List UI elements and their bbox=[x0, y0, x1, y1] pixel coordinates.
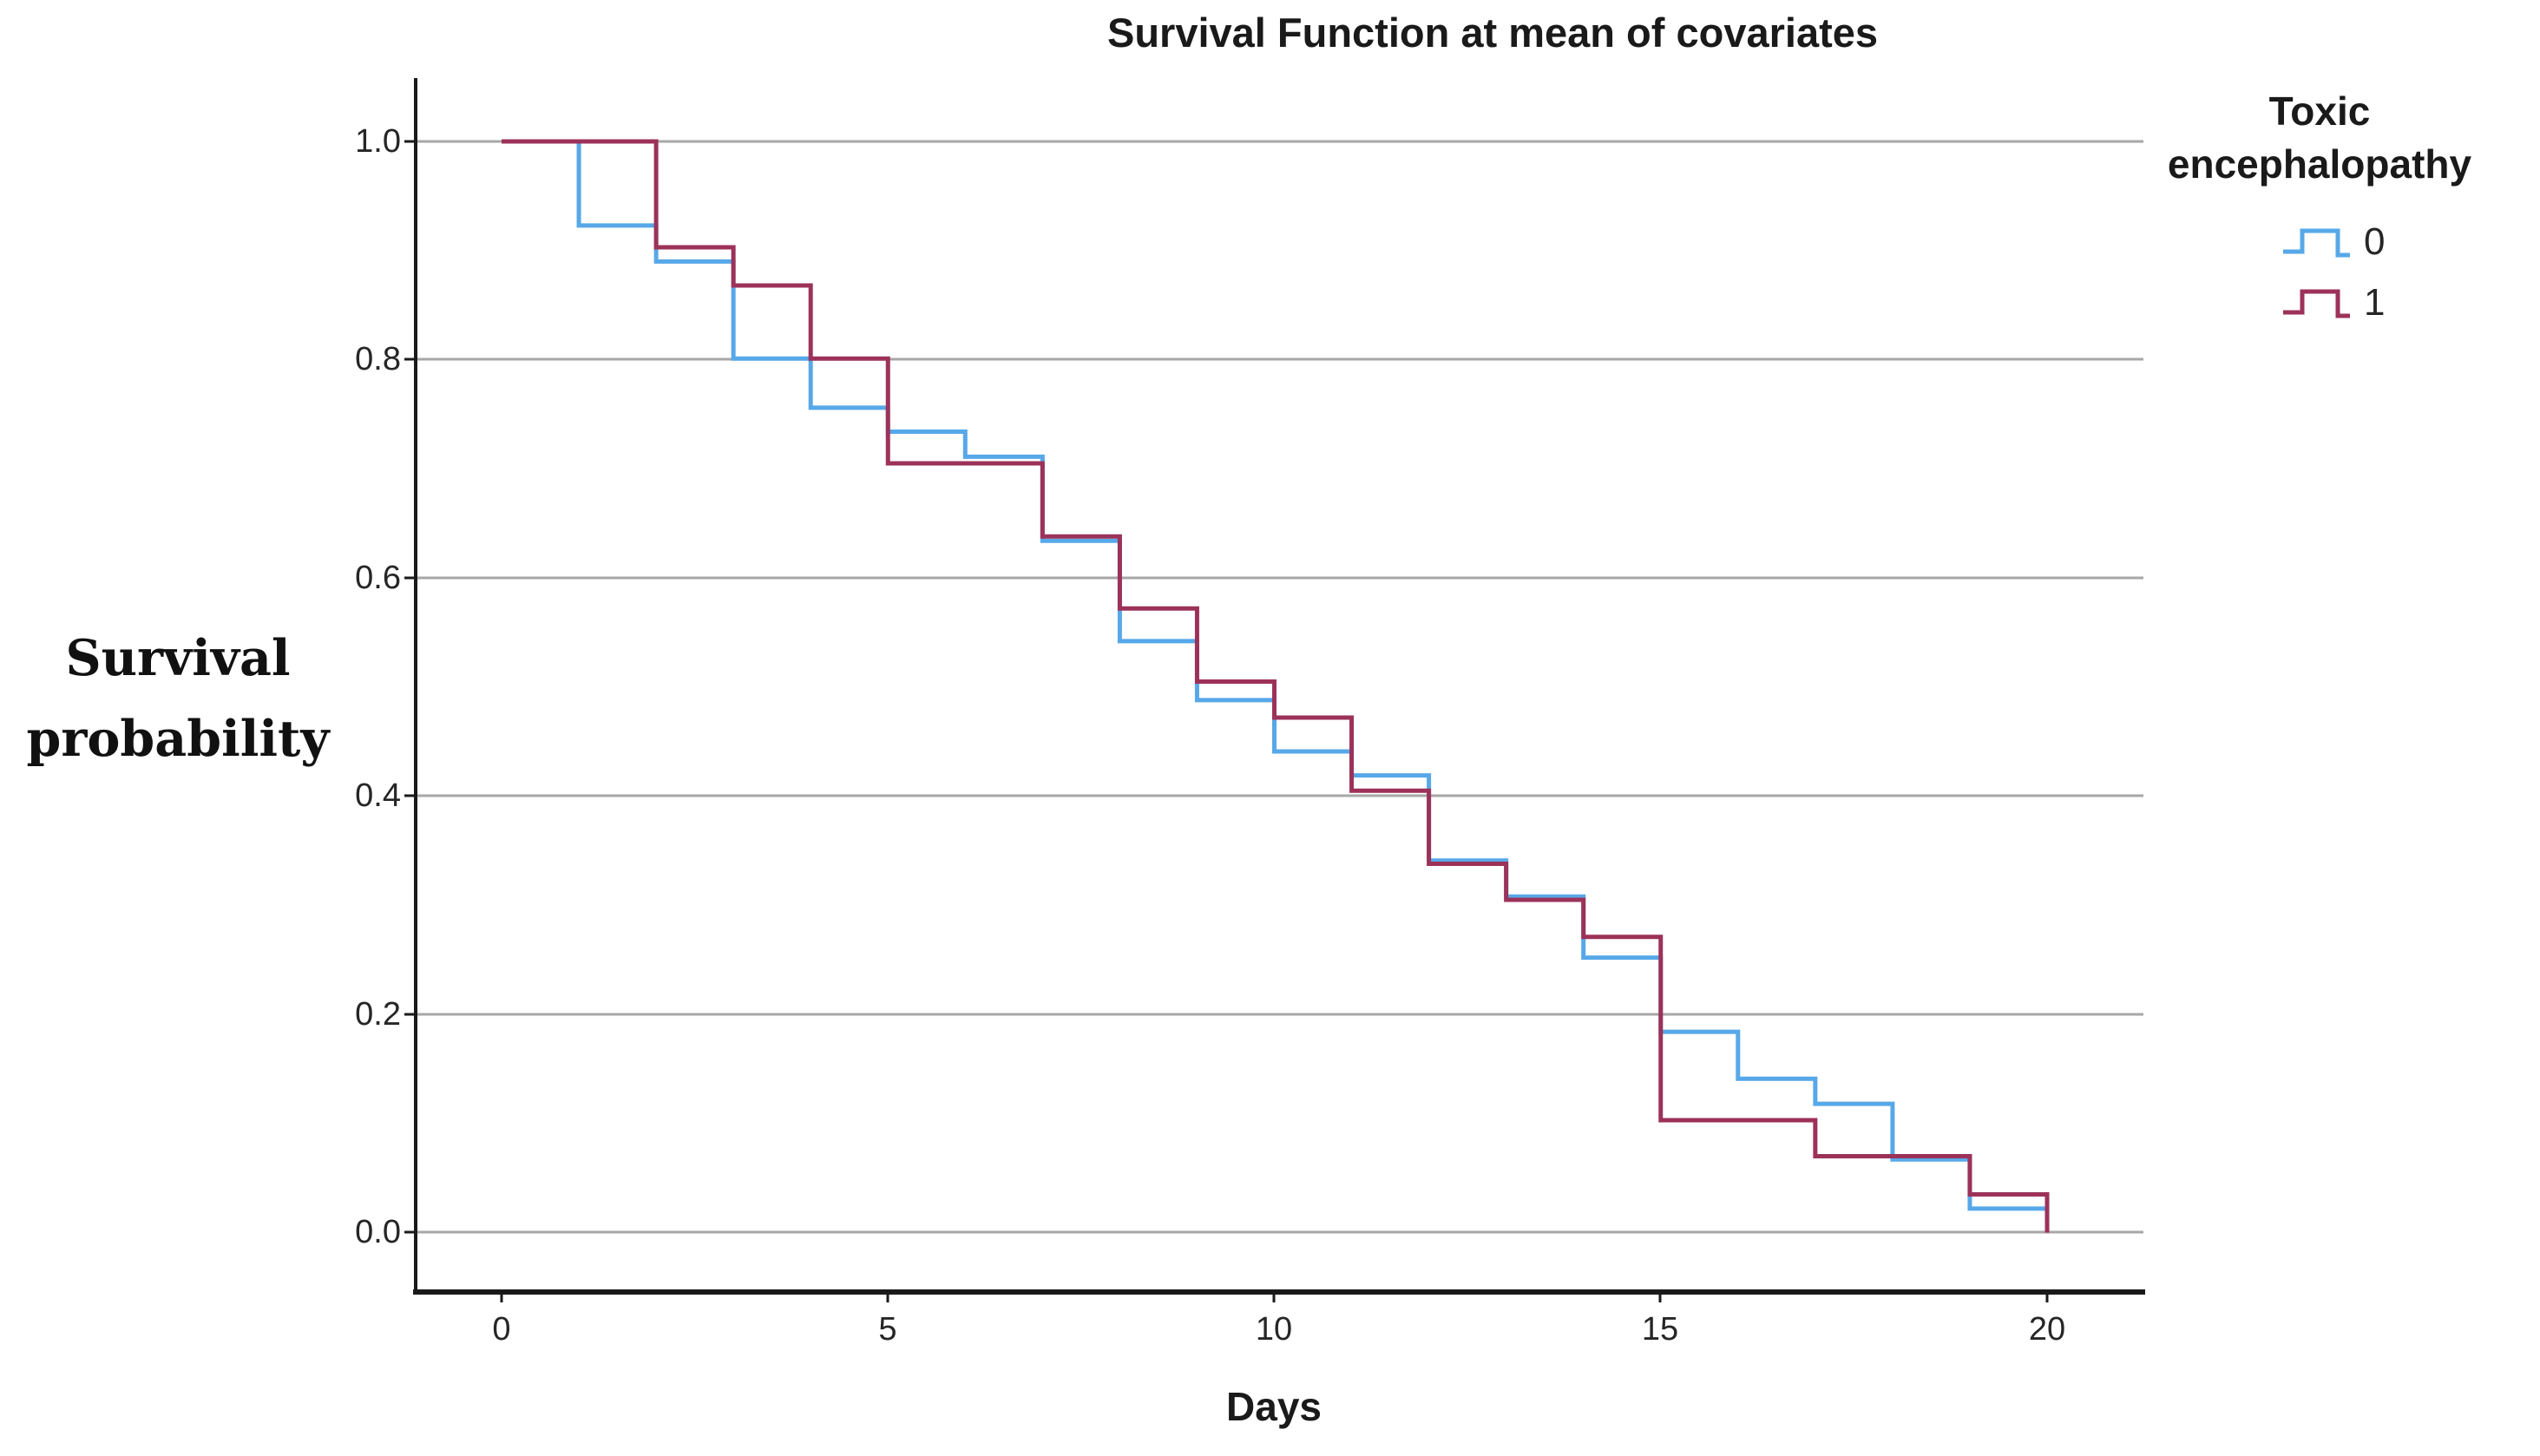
y-tick-label: 0.6 bbox=[355, 560, 401, 596]
x-tick-label: 10 bbox=[1255, 1311, 1293, 1348]
gridlines bbox=[416, 140, 2143, 1234]
y-tick-label: 0.8 bbox=[355, 341, 401, 377]
curves bbox=[502, 139, 2050, 1233]
survival-curve-group-0 bbox=[502, 139, 2047, 1211]
x-tick-label: 0 bbox=[492, 1311, 511, 1348]
x-tick-label: 20 bbox=[2028, 1311, 2066, 1348]
x-axis-title: Days bbox=[1226, 1384, 1322, 1429]
axis-ticks bbox=[404, 140, 2049, 1302]
legend-title: Toxic encephalopathy bbox=[2167, 89, 2472, 187]
legend-entry-group0: 0 bbox=[2281, 222, 2385, 262]
y-tick-label: 1.0 bbox=[355, 123, 401, 160]
y-axis-title: Survival probability bbox=[13, 618, 343, 779]
legend-swatch-line-0 bbox=[2283, 228, 2350, 258]
legend-swatch-line-1 bbox=[2283, 289, 2350, 318]
step-line-swatch-icon bbox=[2283, 228, 2350, 258]
chart-title: Survival Function at mean of covariates bbox=[1106, 10, 1879, 56]
survival-curve-group-1 bbox=[502, 139, 2050, 1233]
y-tick-label: 0.4 bbox=[355, 777, 401, 814]
y-tick-label: 0.0 bbox=[355, 1214, 401, 1250]
axes bbox=[413, 78, 2145, 1295]
legend-label-group1: 1 bbox=[2364, 281, 2386, 324]
y-axis-title-line2: probability bbox=[26, 710, 330, 768]
legend-label-group0: 0 bbox=[2364, 220, 2386, 263]
legend-entry-group1: 1 bbox=[2281, 283, 2385, 323]
x-tick-label: 15 bbox=[1641, 1311, 1679, 1348]
y-axis-title-line1: Survival bbox=[65, 629, 291, 687]
step-line-swatch-icon bbox=[2283, 289, 2350, 318]
y-tick-label: 0.2 bbox=[355, 996, 401, 1033]
x-tick-label: 5 bbox=[878, 1311, 897, 1348]
